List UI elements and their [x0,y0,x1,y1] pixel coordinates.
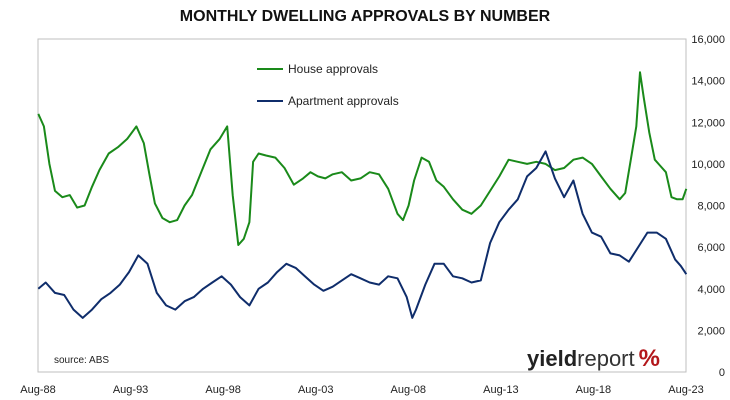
series-line-house-approvals [37,71,688,246]
y-tick-label: 2,000 [697,325,725,337]
y-tick-label: 0 [719,367,725,379]
x-axis-ticks: Aug-88 Aug-93 Aug-98 Aug-03 Aug-08 Aug-13 Aug-… [20,384,703,396]
y-axis-ticks: 0 2,000 4,000 6,000 8,000 10,000 12,000 14,000 1… [691,34,725,379]
legend-label-house: House approvals [288,62,378,76]
source-annotation: source: ABS [54,355,109,366]
logo-text: yieldreport% [527,345,660,372]
legend-item-apartment[interactable]: Apartment approvals [257,94,399,108]
legend: House approvals Apartment approvals [257,62,399,108]
plot-area-border [37,38,687,373]
y-tick-label: 6,000 [697,242,725,254]
logo-word-report: report [577,346,634,371]
x-tick-label: Aug-13 [483,384,518,396]
x-tick-label: Aug-23 [668,384,703,396]
x-tick-label: Aug-93 [113,384,148,396]
y-tick-label: 8,000 [697,201,725,213]
y-tick-label: 10,000 [691,159,725,171]
y-tick-label: 16,000 [691,34,725,46]
x-tick-label: Aug-08 [391,384,426,396]
series-line-apartment-approvals [37,150,688,319]
x-tick-label: Aug-98 [205,384,240,396]
series-layer [37,71,688,319]
x-tick-label: Aug-03 [298,384,333,396]
y-tick-label: 14,000 [691,76,725,88]
yieldreport-logo: yieldreport% [527,345,660,372]
x-tick-label: Aug-18 [576,384,611,396]
legend-item-house[interactable]: House approvals [257,62,378,76]
logo-percent-symbol: % [639,345,660,372]
y-tick-label: 12,000 [691,117,725,129]
chart-title: MONTHLY DWELLING APPROVALS BY NUMBER [179,8,551,25]
y-tick-label: 4,000 [697,284,725,296]
logo-word-yield: yield [527,346,577,371]
x-tick-label: Aug-88 [20,384,55,396]
legend-label-apartment: Apartment approvals [288,94,399,108]
